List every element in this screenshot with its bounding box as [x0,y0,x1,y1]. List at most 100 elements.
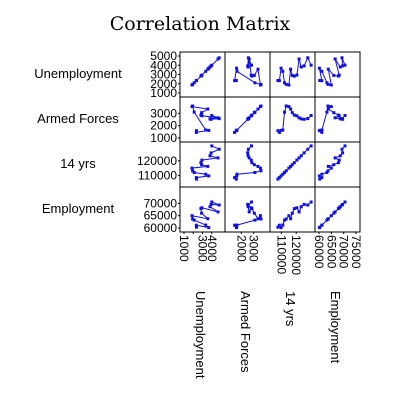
data-point [333,116,337,120]
data-point [206,67,210,71]
data-point [302,151,306,155]
column-label-armed-forces: Armed Forces [238,291,253,373]
data-point [320,176,324,180]
column-label-14-yrs: 14 yrs [283,291,298,327]
data-point [289,164,293,168]
data-point [247,210,251,214]
y-tick-label: 120000 [137,154,177,168]
data-point [204,128,208,132]
data-point [247,156,251,160]
column-label-unemployment: Unemployment [193,291,208,379]
x-tick-label: 3000 [196,235,210,262]
data-point [204,223,208,227]
data-point [325,81,329,85]
data-point [194,223,198,227]
data-point [258,214,262,218]
data-point [250,114,253,117]
data-point [217,117,221,121]
data-point [250,63,253,67]
cell-employment-vs-14-yrs [269,186,316,233]
data-point [233,79,237,83]
data-point [249,206,253,210]
data-point [217,147,221,151]
y-tick-label: 65000 [144,209,178,223]
cell-unemployment-vs-armed-forces [224,51,271,98]
data-point [306,56,310,60]
data-point [259,217,263,221]
data-point [206,164,210,168]
chart-title: Correlation Matrix [110,13,291,35]
data-point [317,66,321,70]
data-point [284,104,288,108]
data-point [208,154,212,158]
data-point [216,210,220,214]
data-point [290,211,294,215]
data-point [246,205,250,209]
data-point [297,210,301,214]
cell-employment-vs-armed-forces [224,186,271,233]
data-point [210,200,214,204]
data-point [320,79,324,83]
data-point [252,111,256,115]
data-point [343,114,347,117]
y-tick-label: 1000 [150,86,177,100]
data-point [277,130,281,134]
data-point [317,174,321,178]
data-point [299,205,303,209]
cell-unemployment-vs-unemployment [179,51,226,98]
data-point [217,203,221,207]
data-point [256,67,260,71]
data-point [332,163,336,167]
data-point [250,144,253,148]
data-point [287,214,291,218]
data-point [233,130,237,134]
data-point [235,66,239,70]
data-point [217,56,221,60]
data-point [256,164,260,168]
cell-unemployment-vs-employment [314,51,361,98]
data-point [299,65,303,69]
y-tick-label: 60000 [144,221,178,235]
data-point [341,64,345,68]
row-label-armed-forces: Armed Forces [37,111,119,126]
data-point [320,223,324,227]
data-point [235,174,239,178]
x-tick-label: 4000 [205,235,219,262]
data-point [343,63,347,67]
x-tick-label: 60000 [312,235,326,269]
data-point [332,73,336,77]
data-point [329,83,333,87]
data-point [289,67,293,71]
data-point [320,172,324,176]
y-tick-labels: 1000200030004000500010002000300011000012… [137,49,180,235]
data-point [299,117,303,121]
data-point [194,176,198,180]
data-point [281,128,285,132]
data-point [325,110,329,114]
y-tick-label: 110000 [138,169,177,183]
cell-employment-vs-unemployment [179,186,226,233]
data-point [249,158,253,162]
data-point [287,105,291,109]
data-point [279,66,283,70]
data-point [281,172,285,176]
row-label-14-yrs: 14 yrs [60,156,96,171]
cell-unemployment-vs-14-yrs [269,51,316,98]
data-point [340,203,344,207]
cell-employment-vs-employment [314,186,361,233]
data-point [194,79,198,83]
data-point [200,111,204,115]
data-point [207,128,211,132]
data-point [284,217,288,221]
data-point [234,79,238,82]
data-point [340,56,344,60]
data-point [250,161,254,165]
x-tick-label: 70000 [337,235,351,269]
data-point [337,114,341,118]
data-point [234,177,238,181]
data-point [259,169,263,173]
data-point [246,151,250,155]
data-point [309,144,313,148]
data-point [209,202,213,206]
